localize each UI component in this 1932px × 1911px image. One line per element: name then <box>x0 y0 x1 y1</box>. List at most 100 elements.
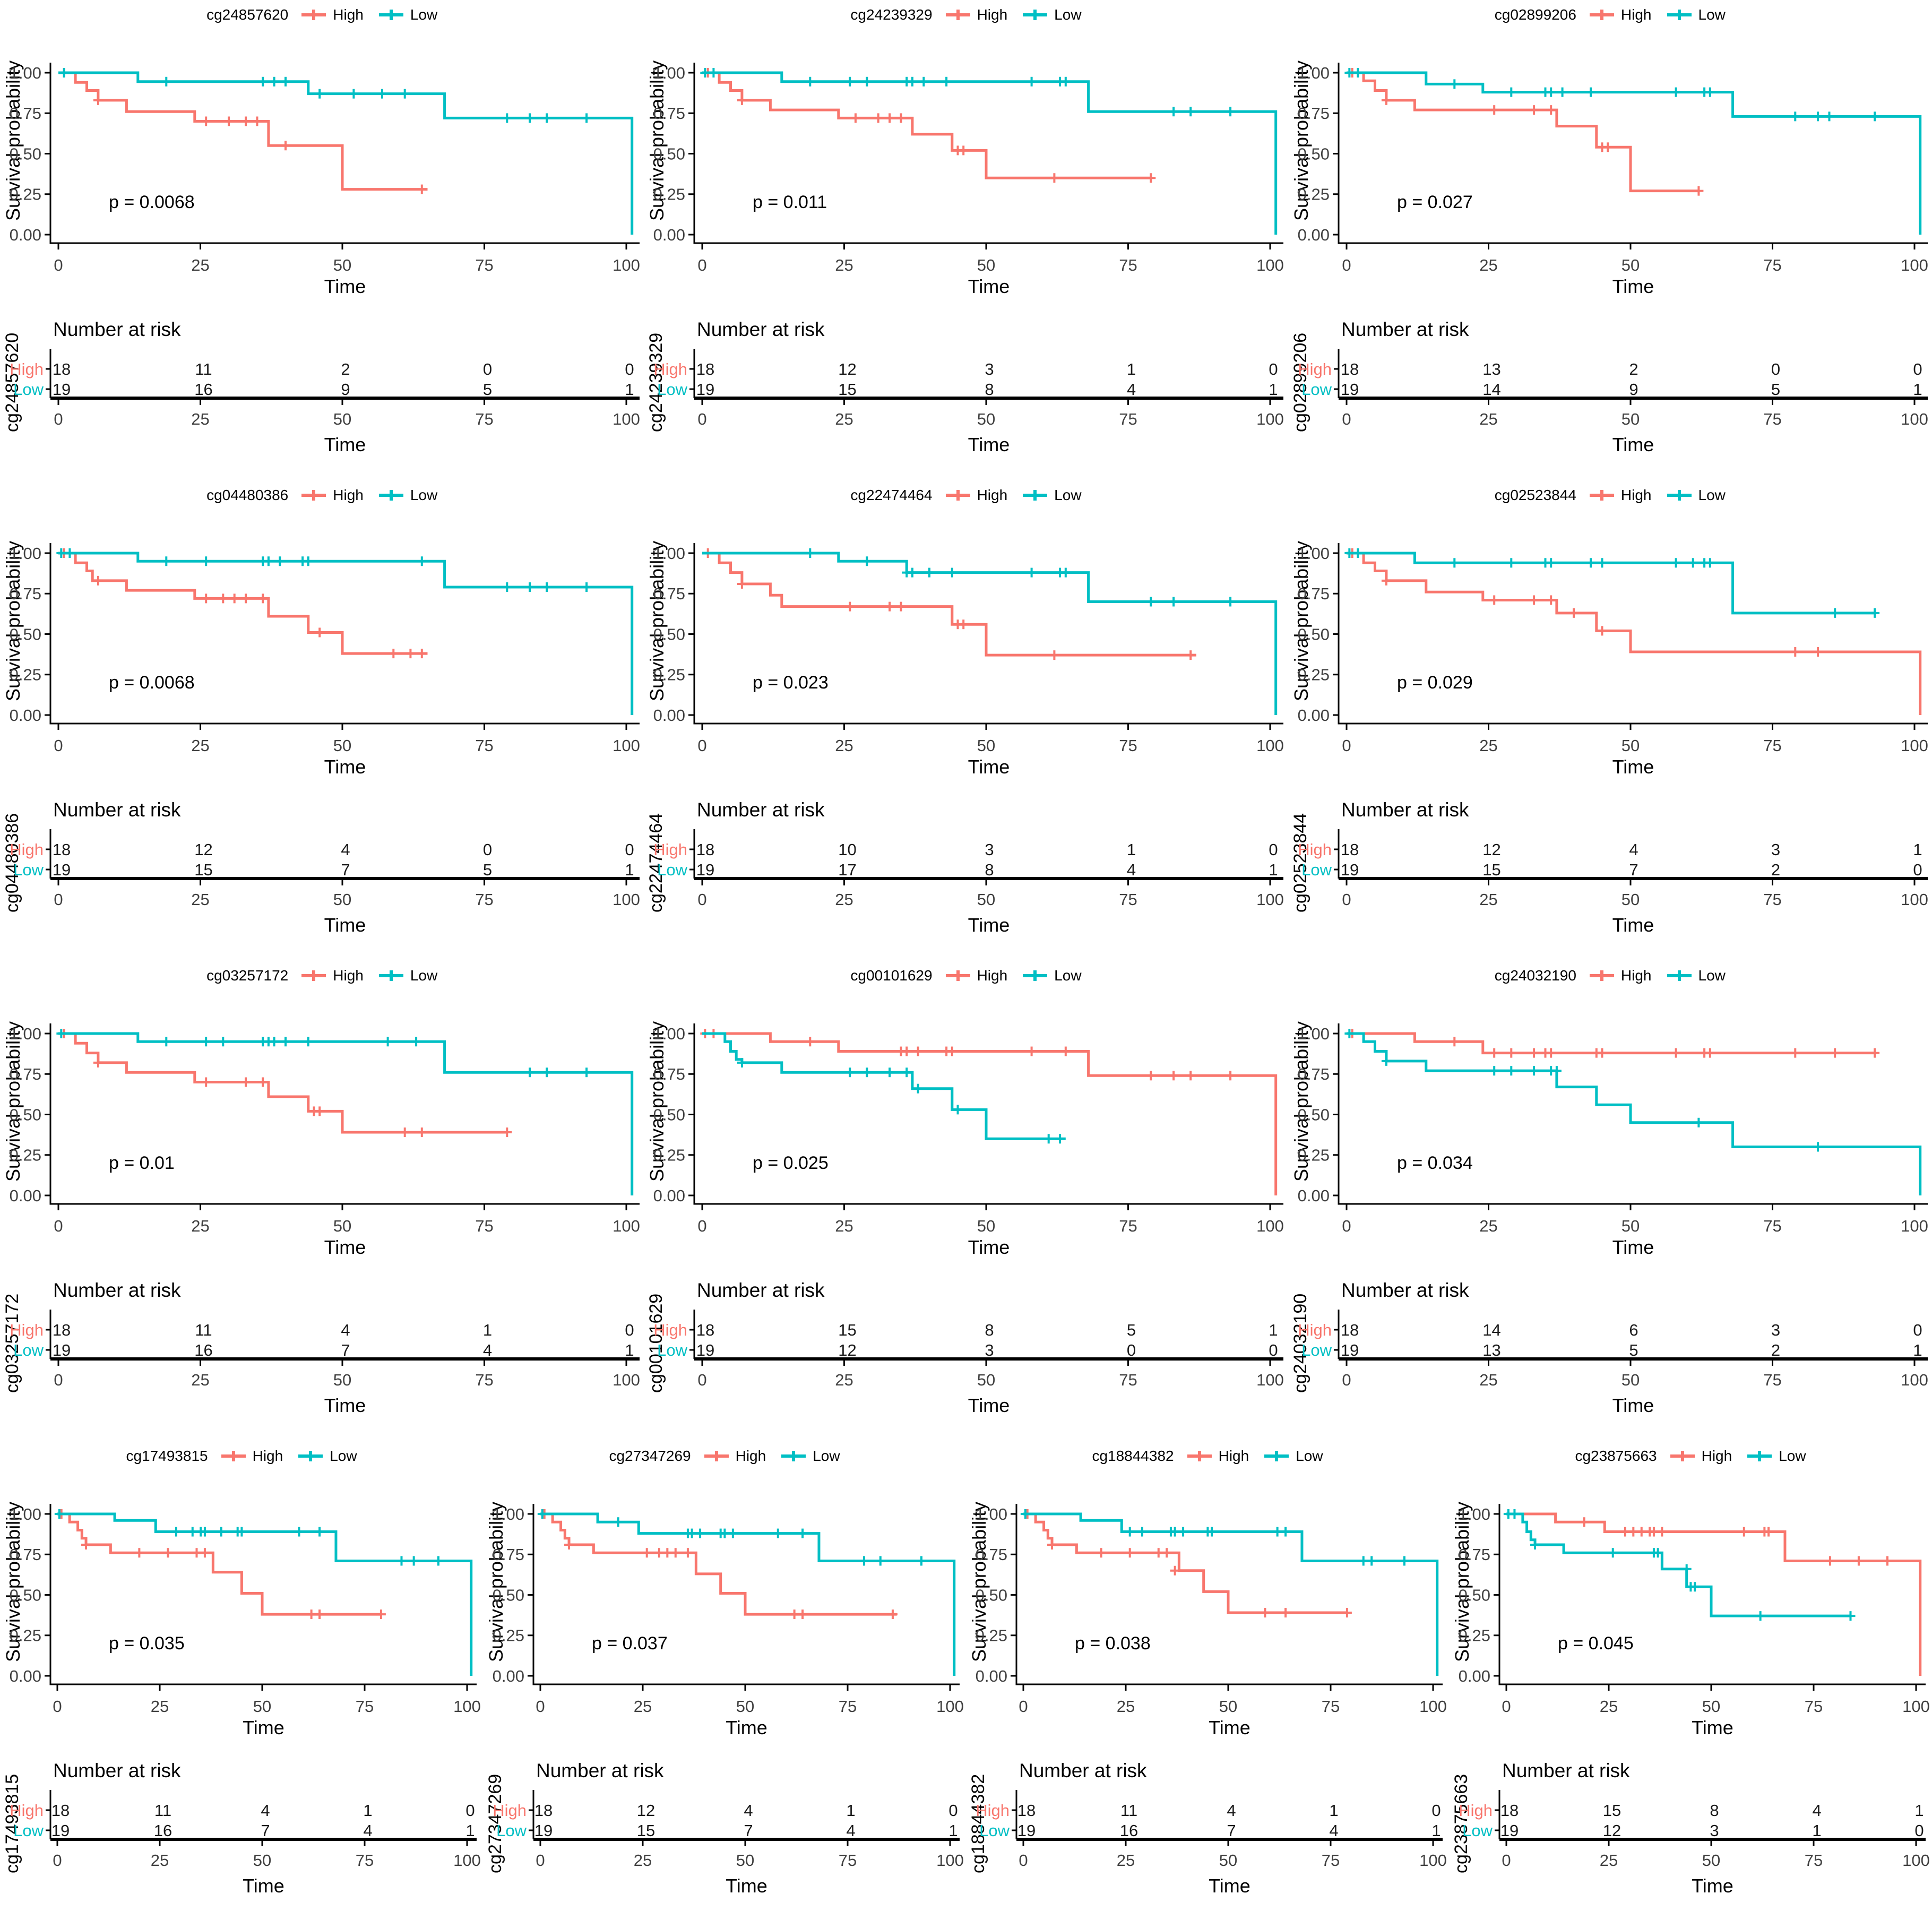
high-legend-label: High <box>977 6 1008 23</box>
risk-x-tick-label: 100 <box>453 1851 481 1870</box>
risk-x-axis-title: Time <box>324 914 366 936</box>
risk-count: 4 <box>483 1341 492 1359</box>
x-tick-label: 100 <box>936 1697 964 1716</box>
risk-count: 15 <box>1603 1801 1621 1820</box>
risk-x-tick-label: 100 <box>1256 1371 1284 1389</box>
high-legend-label: High <box>1620 6 1652 23</box>
y-tick-label: 0.00 <box>10 1186 41 1205</box>
risk-count: 9 <box>341 380 350 399</box>
risk-x-tick-label: 50 <box>1219 1851 1237 1870</box>
x-tick-label: 25 <box>191 1217 209 1235</box>
risk-x-axis-title: Time <box>968 1394 1010 1416</box>
risk-x-tick-label: 0 <box>54 890 63 909</box>
risk-x-tick-label: 50 <box>1621 1371 1639 1389</box>
y-tick-label: 0.00 <box>10 1667 41 1685</box>
low-legend-label: Low <box>1054 487 1082 503</box>
panel-title: cg24239329 <box>850 6 933 23</box>
legend: High Low <box>220 1448 357 1465</box>
risk-count: 8 <box>985 380 994 399</box>
risk-x-tick-label: 75 <box>839 1851 857 1870</box>
risk-count: 18 <box>1340 840 1358 859</box>
x-tick-label: 0 <box>54 256 63 274</box>
risk-count: 19 <box>51 1821 70 1840</box>
panel-header: cg24239329 High Low <box>644 6 1288 23</box>
legend-item-high: High <box>944 487 1007 504</box>
p-value-label: p = 0.025 <box>753 1153 829 1173</box>
risk-x-axis-title: Time <box>243 1875 284 1897</box>
y-tick-label: 0.75 <box>10 584 41 603</box>
high-legend-label: High <box>333 967 364 984</box>
risk-x-tick-label: 25 <box>835 890 853 909</box>
high-legend-label: High <box>977 967 1008 984</box>
risk-count: 4 <box>1127 860 1136 879</box>
km-panel: cg24857620 High Low Survival probability… <box>0 0 644 480</box>
risk-x-axis-title: Time <box>968 914 1010 936</box>
panel-title: cg24032190 <box>1494 967 1576 984</box>
km-panel: cg23875663 High Low Survival probability… <box>1449 1441 1932 1911</box>
y-tick-label: 0.00 <box>1297 1186 1329 1205</box>
panel-title: cg03257172 <box>206 967 289 984</box>
km-panel: cg02523844 High Low Survival probability… <box>1288 480 1932 961</box>
risk-count: 1 <box>1431 1821 1441 1840</box>
risk-x-tick-label: 25 <box>835 410 853 428</box>
x-tick-label: 25 <box>1479 256 1497 274</box>
risk-count: 4 <box>1812 1801 1821 1820</box>
risk-count: 19 <box>696 860 714 879</box>
risk-count: 2 <box>341 360 350 378</box>
risk-count: 3 <box>985 840 994 859</box>
x-tick-label: 100 <box>1256 1217 1284 1235</box>
p-value-label: p = 0.038 <box>1075 1633 1151 1654</box>
figure-row: cg03257172 High Low Survival probability… <box>0 961 1932 1441</box>
low-curve-key-icon <box>1746 1449 1773 1463</box>
risk-count: 5 <box>1771 380 1780 399</box>
x-tick-label: 25 <box>1479 736 1497 755</box>
y-tick-label: 0.25 <box>493 1626 524 1645</box>
low-legend-label: Low <box>410 6 438 23</box>
risk-count: 0 <box>625 360 634 378</box>
p-value-label: p = 0.0068 <box>109 192 195 212</box>
x-tick-label: 25 <box>835 256 853 274</box>
y-tick-label: 0.75 <box>1297 104 1329 123</box>
risk-count: 18 <box>53 1321 71 1339</box>
risk-count: 1 <box>1914 1801 1924 1820</box>
y-tick-label: 0.75 <box>1297 584 1329 603</box>
x-tick-label: 25 <box>151 1697 169 1716</box>
figure-row: cg04480386 High Low Survival probability… <box>0 480 1932 961</box>
risk-x-tick-label: 50 <box>253 1851 271 1870</box>
risk-count: 16 <box>194 1341 212 1359</box>
x-axis-title: Time <box>324 1236 366 1258</box>
risk-count: 3 <box>1710 1821 1719 1840</box>
risk-count: 12 <box>1603 1821 1621 1840</box>
low-curve-key-icon <box>1021 8 1049 22</box>
risk-table-heading: Number at risk <box>1341 318 1469 340</box>
high-survival-curve <box>702 552 1197 657</box>
risk-count: 19 <box>1340 1341 1358 1359</box>
x-tick-label: 50 <box>333 256 351 274</box>
risk-count: 1 <box>363 1801 372 1820</box>
risk-row-label-low: Low <box>13 1341 44 1359</box>
x-axis-title: Time <box>1692 1717 1733 1738</box>
risk-table: Number at risk High 18 11 2 0 0 Low 19 16 9 5 1 0 25 50… <box>10 318 640 455</box>
high-curve-key-icon <box>1669 1449 1696 1463</box>
risk-row-label-high: High <box>10 1801 44 1820</box>
risk-table-heading: Number at risk <box>1341 1279 1469 1301</box>
survival-plot: 1.00 0.75 0.50 0.25 0.00 0 25 50 75 100 Time p = 0.… <box>10 63 640 297</box>
legend-item-low: Low <box>1666 6 1726 23</box>
risk-count: 19 <box>53 860 71 879</box>
risk-row-label-high: High <box>1298 1321 1332 1339</box>
risk-table-heading: Number at risk <box>53 1760 181 1781</box>
risk-x-tick-label: 75 <box>475 890 493 909</box>
risk-table-heading: Number at risk <box>53 799 181 821</box>
risk-row-label-high: High <box>493 1801 527 1820</box>
panel-title: cg00101629 <box>850 967 933 984</box>
risk-x-axis-title: Time <box>1612 434 1654 455</box>
y-tick-label: 0.00 <box>976 1667 1007 1685</box>
risk-count: 1 <box>625 860 634 879</box>
survival-plot: 1.00 0.75 0.50 0.25 0.00 0 25 50 75 100 Time p = 0.… <box>493 1504 964 1738</box>
low-curve-key-icon <box>780 1449 807 1463</box>
y-tick-label: 0.25 <box>10 185 41 204</box>
x-tick-label: 25 <box>634 1697 652 1716</box>
risk-count: 4 <box>846 1821 855 1840</box>
risk-count: 19 <box>1340 860 1358 879</box>
